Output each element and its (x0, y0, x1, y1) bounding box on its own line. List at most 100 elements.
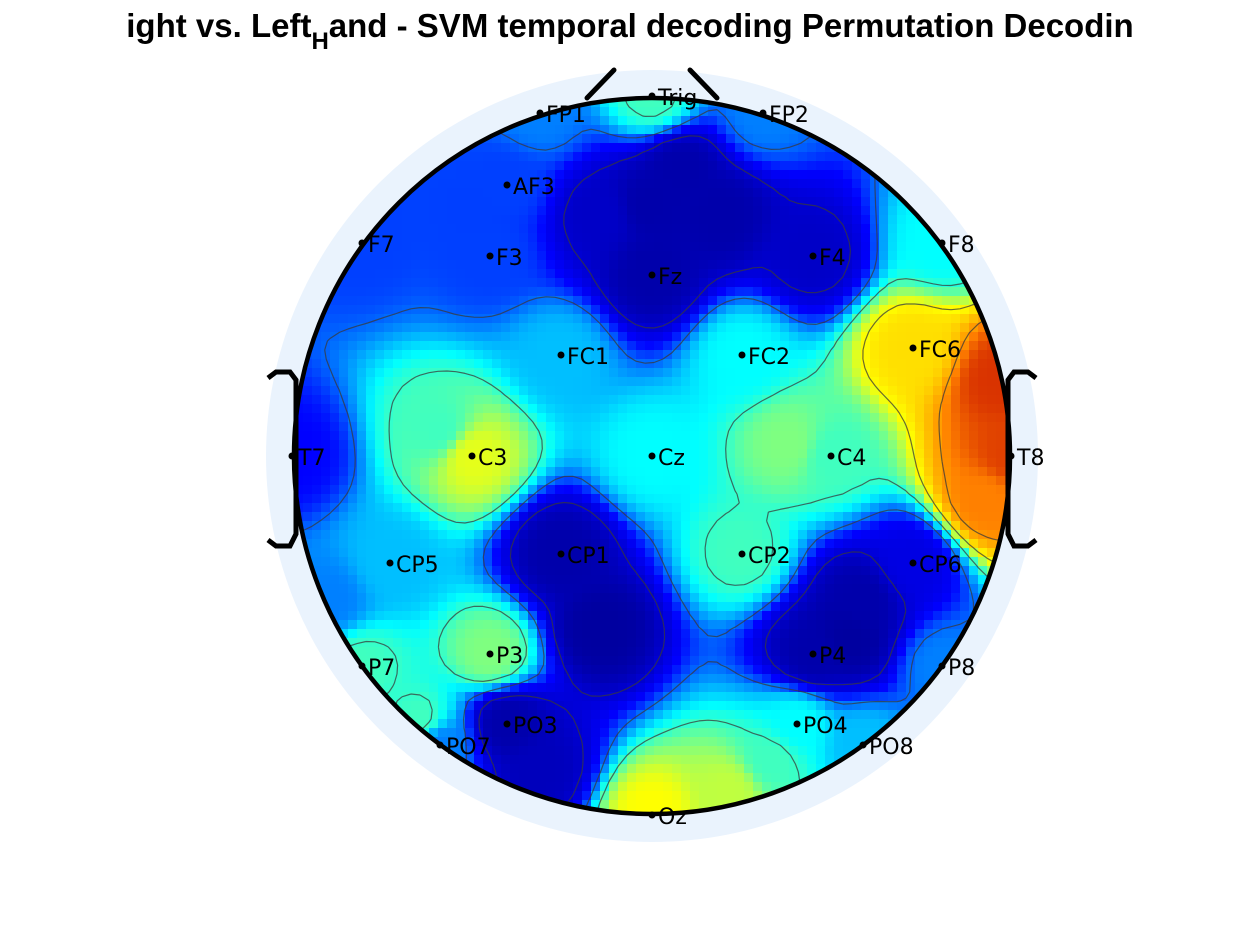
electrode-label: Oz (658, 805, 687, 830)
heatmap-surface (294, 98, 1010, 814)
electrode-t7: T7 (288, 446, 325, 471)
electrode-dot (859, 741, 867, 749)
electrode-label: P3 (496, 644, 523, 669)
electrode-dot (468, 452, 476, 460)
electrode-cp5: CP5 (386, 553, 439, 578)
electrode-fc6: FC6 (909, 338, 961, 363)
electrode-f7: F7 (358, 233, 395, 258)
electrode-po4: PO4 (793, 714, 848, 739)
electrode-p8: P8 (938, 656, 975, 681)
electrode-label: P7 (368, 656, 395, 681)
electrode-dot (793, 720, 801, 728)
nose-icon (584, 67, 720, 101)
electrode-fp2: FP2 (759, 103, 809, 128)
electrode-label: FC1 (567, 345, 609, 370)
electrode-trig: Trig (648, 86, 697, 111)
electrode-dot (759, 109, 767, 117)
electrode-label: PO3 (513, 714, 558, 739)
electrode-label: PO4 (803, 714, 848, 739)
electrode-label: Fz (658, 265, 682, 290)
electrode-dot (909, 559, 917, 567)
electrode-po3: PO3 (503, 714, 558, 739)
electrode-label: CP2 (748, 544, 791, 569)
electrode-label: PO7 (446, 735, 491, 760)
electrode-dot (938, 662, 946, 670)
electrode-label: PO8 (869, 735, 914, 760)
electrode-dot (436, 741, 444, 749)
contour-line (327, 98, 1010, 814)
electrode-label: FC6 (919, 338, 961, 363)
electrode-dot (938, 239, 946, 247)
electrode-label: T8 (1016, 446, 1044, 471)
electrode-label: Cz (658, 446, 685, 471)
title-subscript: H (311, 28, 329, 50)
electrode-label: AF3 (513, 175, 555, 200)
electrode-cp2: CP2 (738, 544, 791, 569)
electrode-dot (358, 239, 366, 247)
electrode-f8: F8 (938, 233, 975, 258)
electrode-label: F3 (496, 246, 523, 271)
contour-line (862, 281, 1010, 574)
electrode-fz: Fz (648, 265, 682, 290)
electrode-dot (1007, 452, 1015, 460)
electrode-cp6: CP6 (909, 553, 962, 578)
electrode-fc2: FC2 (738, 345, 790, 370)
electrode-f4: F4 (809, 246, 846, 271)
electrode-dot (358, 662, 366, 670)
electrode-label: CP5 (396, 553, 439, 578)
electrode-dot (486, 650, 494, 658)
left-ear-icon (266, 369, 299, 549)
electrode-c4: C4 (827, 446, 866, 471)
electrode-dot (648, 92, 656, 100)
electrode-oz: Oz (648, 805, 687, 830)
contour-line (478, 135, 907, 814)
electrode-label: FC2 (748, 345, 790, 370)
electrode-fc1: FC1 (557, 345, 609, 370)
electrode-dot (536, 109, 544, 117)
electrode-label: F4 (819, 246, 846, 271)
title-part-1: ight vs. Left (126, 7, 312, 44)
electrode-label: P8 (948, 656, 975, 681)
electrode-p4: P4 (809, 644, 846, 669)
contour-line (294, 98, 975, 814)
electrode-p3: P3 (486, 644, 523, 669)
electrode-label: F7 (368, 233, 395, 258)
electrode-dot (557, 351, 565, 359)
electrode-po7: PO7 (436, 735, 491, 760)
electrode-po8: PO8 (859, 735, 914, 760)
electrode-dot (557, 550, 565, 558)
electrode-dot (648, 271, 656, 279)
electrode-p7: P7 (358, 656, 395, 681)
electrode-dot (738, 351, 746, 359)
electrode-dot (648, 811, 656, 819)
electrode-label: F8 (948, 233, 975, 258)
electrode-dot (738, 550, 746, 558)
electrode-label: C4 (837, 446, 866, 471)
electrode-label: CP6 (919, 553, 962, 578)
electrode-label: C3 (478, 446, 507, 471)
electrode-dot (827, 452, 835, 460)
electrode-dot (503, 181, 511, 189)
electrode-dot (386, 559, 394, 567)
electrode-dot (288, 452, 296, 460)
electrode-label: CP1 (567, 544, 610, 569)
electrode-cp1: CP1 (557, 544, 610, 569)
electrode-c3: C3 (468, 446, 507, 471)
electrode-f3: F3 (486, 246, 523, 271)
electrode-dot (486, 252, 494, 260)
electrode-dot (909, 344, 917, 352)
electrode-af3: AF3 (503, 175, 555, 200)
electrode-dot (503, 720, 511, 728)
electrode-cz: Cz (648, 446, 685, 471)
electrode-label: T7 (297, 446, 325, 471)
electrode-dot (809, 252, 817, 260)
electrode-fp1: FP1 (536, 103, 586, 128)
electrode-dot (809, 650, 817, 658)
electrode-dot (648, 452, 656, 460)
electrode-label: P4 (819, 644, 846, 669)
title-part-2: and - SVM temporal decoding Permutation … (328, 7, 1134, 44)
electrode-t8: T8 (1007, 446, 1044, 471)
electrode-label: FP2 (769, 103, 809, 128)
plot-title: ight vs. LeftHand - SVM temporal decodin… (0, 6, 1260, 50)
